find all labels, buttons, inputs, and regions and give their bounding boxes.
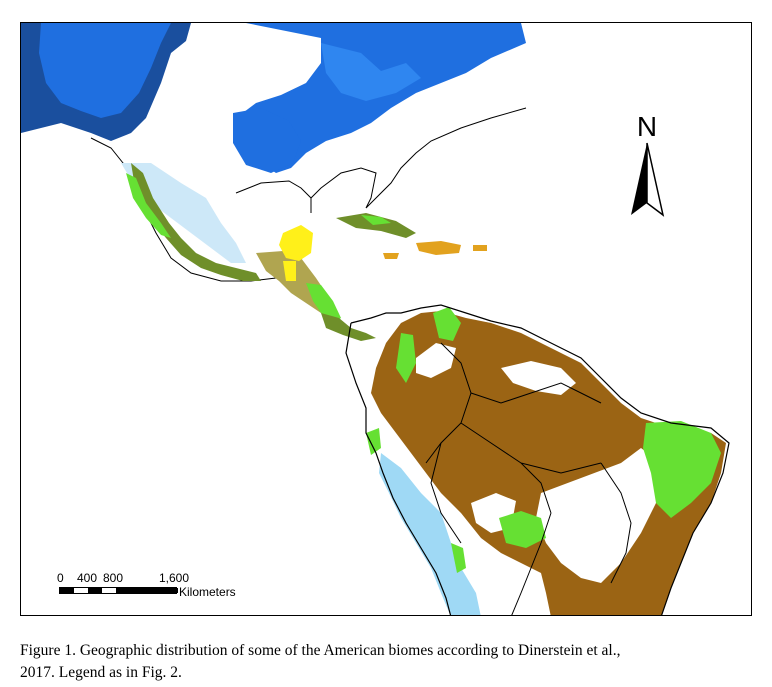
south-america-biomes	[345, 304, 730, 615]
cuba-green	[361, 215, 391, 225]
central-america-olive-isthmus	[321, 313, 376, 341]
southeast-medium-blue	[233, 108, 301, 173]
gran-chaco-green-edge	[451, 543, 466, 573]
mexico-central-america-biomes	[121, 163, 376, 341]
scale-tick-0: 0	[57, 571, 64, 585]
caatinga-green	[643, 421, 721, 518]
mexico-western-green	[126, 173, 171, 238]
colombia-green-strip	[396, 333, 416, 383]
chiquitano-green	[499, 511, 546, 548]
scale-tick-1600: 1,600	[159, 571, 190, 585]
puerto-rico-orange	[473, 245, 487, 251]
venezuela-green	[433, 307, 461, 341]
biome-map	[21, 23, 730, 615]
scale-unit: Kilometers	[179, 585, 236, 599]
cerrado-white-central	[536, 448, 661, 583]
figure-caption: Figure 1. Geographic distribution of som…	[20, 640, 755, 684]
north-america-blue-biomes	[21, 23, 527, 282]
central-america-green	[306, 283, 341, 323]
great-lakes-region	[321, 43, 421, 101]
amazon-white-patch-north	[416, 343, 456, 378]
country-borders	[425, 342, 632, 615]
south-america-brown-dry-forest	[371, 311, 726, 615]
jamaica-orange	[383, 253, 399, 259]
scale-bar: 0 400 800 1,600 Kilometers	[57, 571, 299, 611]
caption-line-1: Figure 1. Geographic distribution of som…	[20, 642, 621, 659]
caribbean-biomes	[336, 213, 487, 259]
map-frame: N 0 400 800 1,600 Kilometers	[20, 22, 752, 616]
scale-blocks	[59, 587, 178, 594]
ecuador-green	[366, 428, 381, 455]
mexico-pale-blue-highlands	[121, 163, 246, 263]
andes-light-blue	[379, 453, 481, 615]
scale-tick-800: 800	[103, 571, 124, 585]
cuba-olive	[336, 213, 416, 238]
amazon-white-patch-east	[501, 361, 576, 395]
north-arrow-icon	[631, 142, 665, 217]
northwest-medium-blue-region	[39, 23, 171, 118]
scale-tick-400: 400	[77, 571, 98, 585]
yucatan-yellow-south	[283, 261, 296, 281]
hispaniola-orange	[416, 241, 461, 255]
caption-line-2: 2017. Legend as in Fig. 2.	[20, 664, 182, 681]
north-label: N	[636, 111, 658, 142]
northeast-blue-forest	[236, 23, 526, 173]
south-america-outline	[345, 304, 730, 615]
yucatan-yellow	[279, 225, 313, 261]
